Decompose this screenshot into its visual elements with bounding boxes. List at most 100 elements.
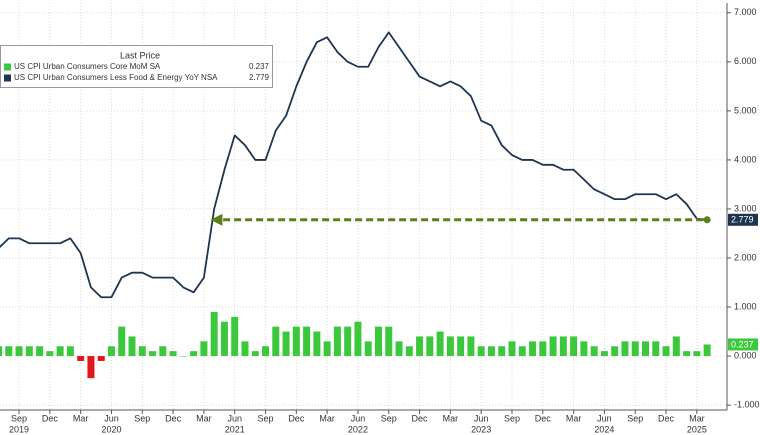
bar	[190, 351, 198, 357]
x-tick-label: Sep	[134, 413, 150, 423]
y-tick-label: 7.000	[734, 7, 757, 17]
bar	[313, 331, 321, 357]
bar	[498, 346, 506, 357]
x-tick-label: Mar	[196, 413, 212, 423]
x-tick-label: Dec	[42, 413, 59, 423]
bar	[457, 336, 465, 357]
bar	[46, 351, 54, 357]
bar	[179, 356, 187, 357]
legend-value: 0.237	[249, 62, 270, 71]
x-year-label: 2023	[471, 424, 491, 434]
x-tick-label: Dec	[165, 413, 182, 423]
bar	[282, 331, 290, 357]
x-tick-label: Sep	[11, 413, 27, 423]
bar	[220, 321, 228, 357]
bar	[231, 316, 239, 357]
bar	[487, 346, 495, 357]
bar	[559, 336, 567, 357]
bar	[631, 341, 639, 357]
y-tick-label: 1.000	[734, 301, 757, 311]
x-tick-label: Jun	[227, 413, 242, 423]
x-tick-label: Sep	[258, 413, 274, 423]
bar	[15, 346, 23, 357]
bar	[149, 351, 157, 357]
bar	[590, 346, 598, 357]
bar	[272, 326, 280, 357]
bar	[374, 326, 382, 357]
bar	[364, 341, 372, 357]
bar	[518, 346, 526, 357]
bar	[467, 336, 475, 357]
bar	[446, 336, 454, 357]
bar	[693, 351, 701, 357]
bar	[323, 341, 331, 357]
legend-label: US CPI Urban Consumers Less Food & Energ…	[14, 73, 218, 82]
bar	[703, 344, 711, 357]
bar	[138, 346, 146, 357]
end-dot	[703, 216, 711, 224]
value-tag	[728, 338, 758, 351]
bar	[611, 346, 619, 357]
y-tick-label: 4.000	[734, 154, 757, 164]
y-tick-label: -1.000	[734, 399, 760, 409]
bar	[652, 341, 660, 357]
bar	[416, 336, 424, 357]
x-tick-label: Sep	[627, 413, 643, 423]
bar	[600, 351, 608, 357]
x-tick-label: Jun	[474, 413, 489, 423]
y-tick-label: 6.000	[734, 56, 757, 66]
bar	[539, 341, 547, 357]
value-tag-label: 0.237	[731, 339, 754, 349]
bar	[36, 346, 44, 357]
bar	[241, 341, 249, 357]
bar	[426, 336, 434, 357]
x-year-label: 2020	[101, 424, 121, 434]
bar	[159, 346, 167, 357]
bar	[344, 326, 352, 357]
x-tick-label: Jun	[351, 413, 366, 423]
bar	[200, 341, 208, 357]
x-year-label: 2021	[225, 424, 245, 434]
y-tick-label: 2.000	[734, 252, 757, 262]
legend-value: 2.779	[249, 73, 270, 82]
x-year-label: 2025	[687, 424, 707, 434]
bar	[385, 326, 393, 357]
bar	[169, 351, 177, 357]
bar	[77, 356, 85, 361]
legend-swatch	[4, 63, 11, 71]
y-tick-label: 5.000	[734, 105, 757, 115]
y-tick-label: 3.000	[734, 203, 757, 213]
bar	[97, 356, 105, 361]
bar	[128, 336, 136, 357]
bar	[87, 356, 95, 379]
bar	[292, 326, 300, 357]
bar	[662, 346, 670, 357]
line	[0, 31, 708, 299]
bar	[621, 341, 629, 357]
bar	[251, 351, 259, 357]
bar	[56, 346, 64, 357]
x-tick-label: Mar	[689, 413, 705, 423]
bar	[508, 341, 516, 357]
x-tick-label: Mar	[73, 413, 89, 423]
x-tick-label: Dec	[658, 413, 675, 423]
value-tag-label: 2.779	[731, 215, 754, 225]
x-tick-label: Mar	[443, 413, 459, 423]
bar	[333, 326, 341, 357]
legend-swatch	[4, 74, 11, 82]
bar	[66, 346, 74, 357]
x-tick-label: Dec	[288, 413, 305, 423]
bar	[262, 346, 270, 357]
bar	[5, 346, 13, 357]
value-tag	[728, 213, 758, 226]
bar	[107, 346, 115, 357]
x-year-label: 2024	[594, 424, 614, 434]
bar	[405, 346, 413, 357]
bar	[436, 331, 444, 357]
bar	[303, 326, 311, 357]
bar	[25, 346, 33, 357]
legend-label: US CPI Urban Consumers Core MoM SA	[14, 62, 161, 71]
y-tick-label: 0.000	[734, 350, 757, 360]
bar	[549, 336, 557, 357]
